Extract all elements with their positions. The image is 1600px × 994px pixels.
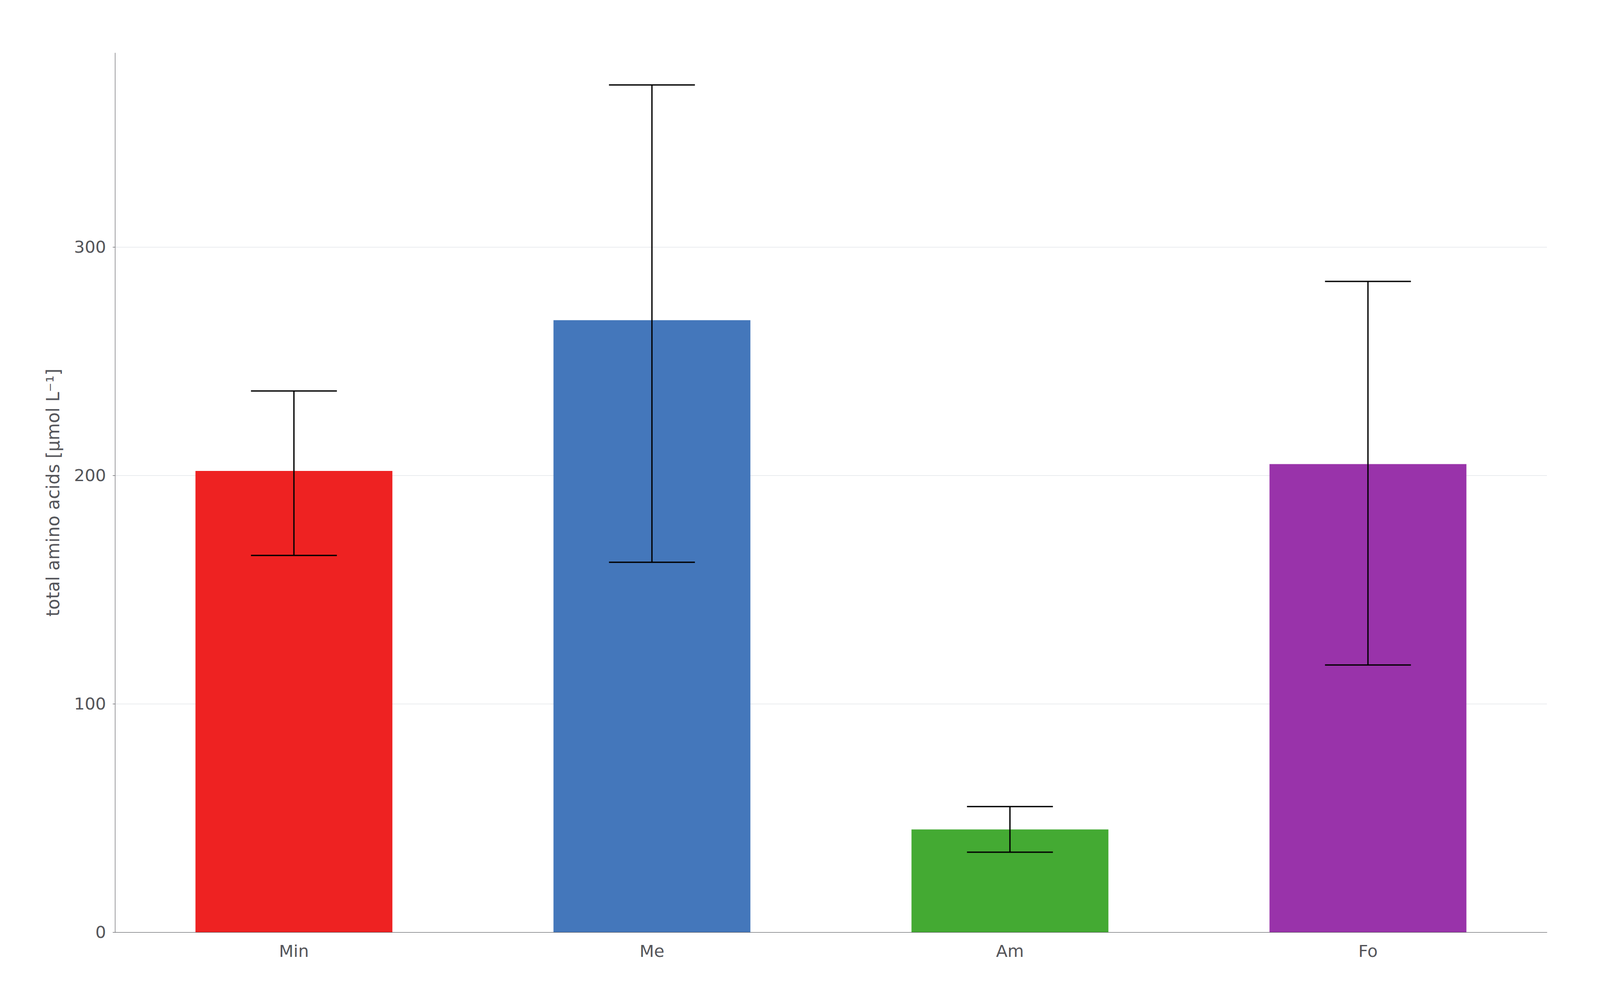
svg-text:0: 0 [95, 922, 107, 943]
svg-text:300: 300 [73, 237, 107, 257]
svg-text:200: 200 [73, 465, 107, 486]
svg-text:total amino acids [μmol L⁻¹]: total amino acids [μmol L⁻¹] [42, 368, 64, 617]
svg-text:Am: Am [995, 941, 1024, 962]
svg-text:100: 100 [73, 694, 107, 714]
svg-text:Min: Min [278, 941, 309, 962]
svg-text:Me: Me [639, 941, 665, 962]
svg-text:Fo: Fo [1358, 941, 1378, 962]
